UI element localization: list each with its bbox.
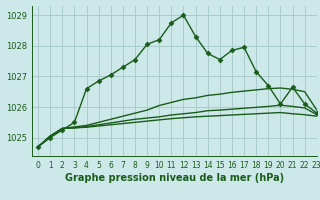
X-axis label: Graphe pression niveau de la mer (hPa): Graphe pression niveau de la mer (hPa) — [65, 173, 284, 183]
